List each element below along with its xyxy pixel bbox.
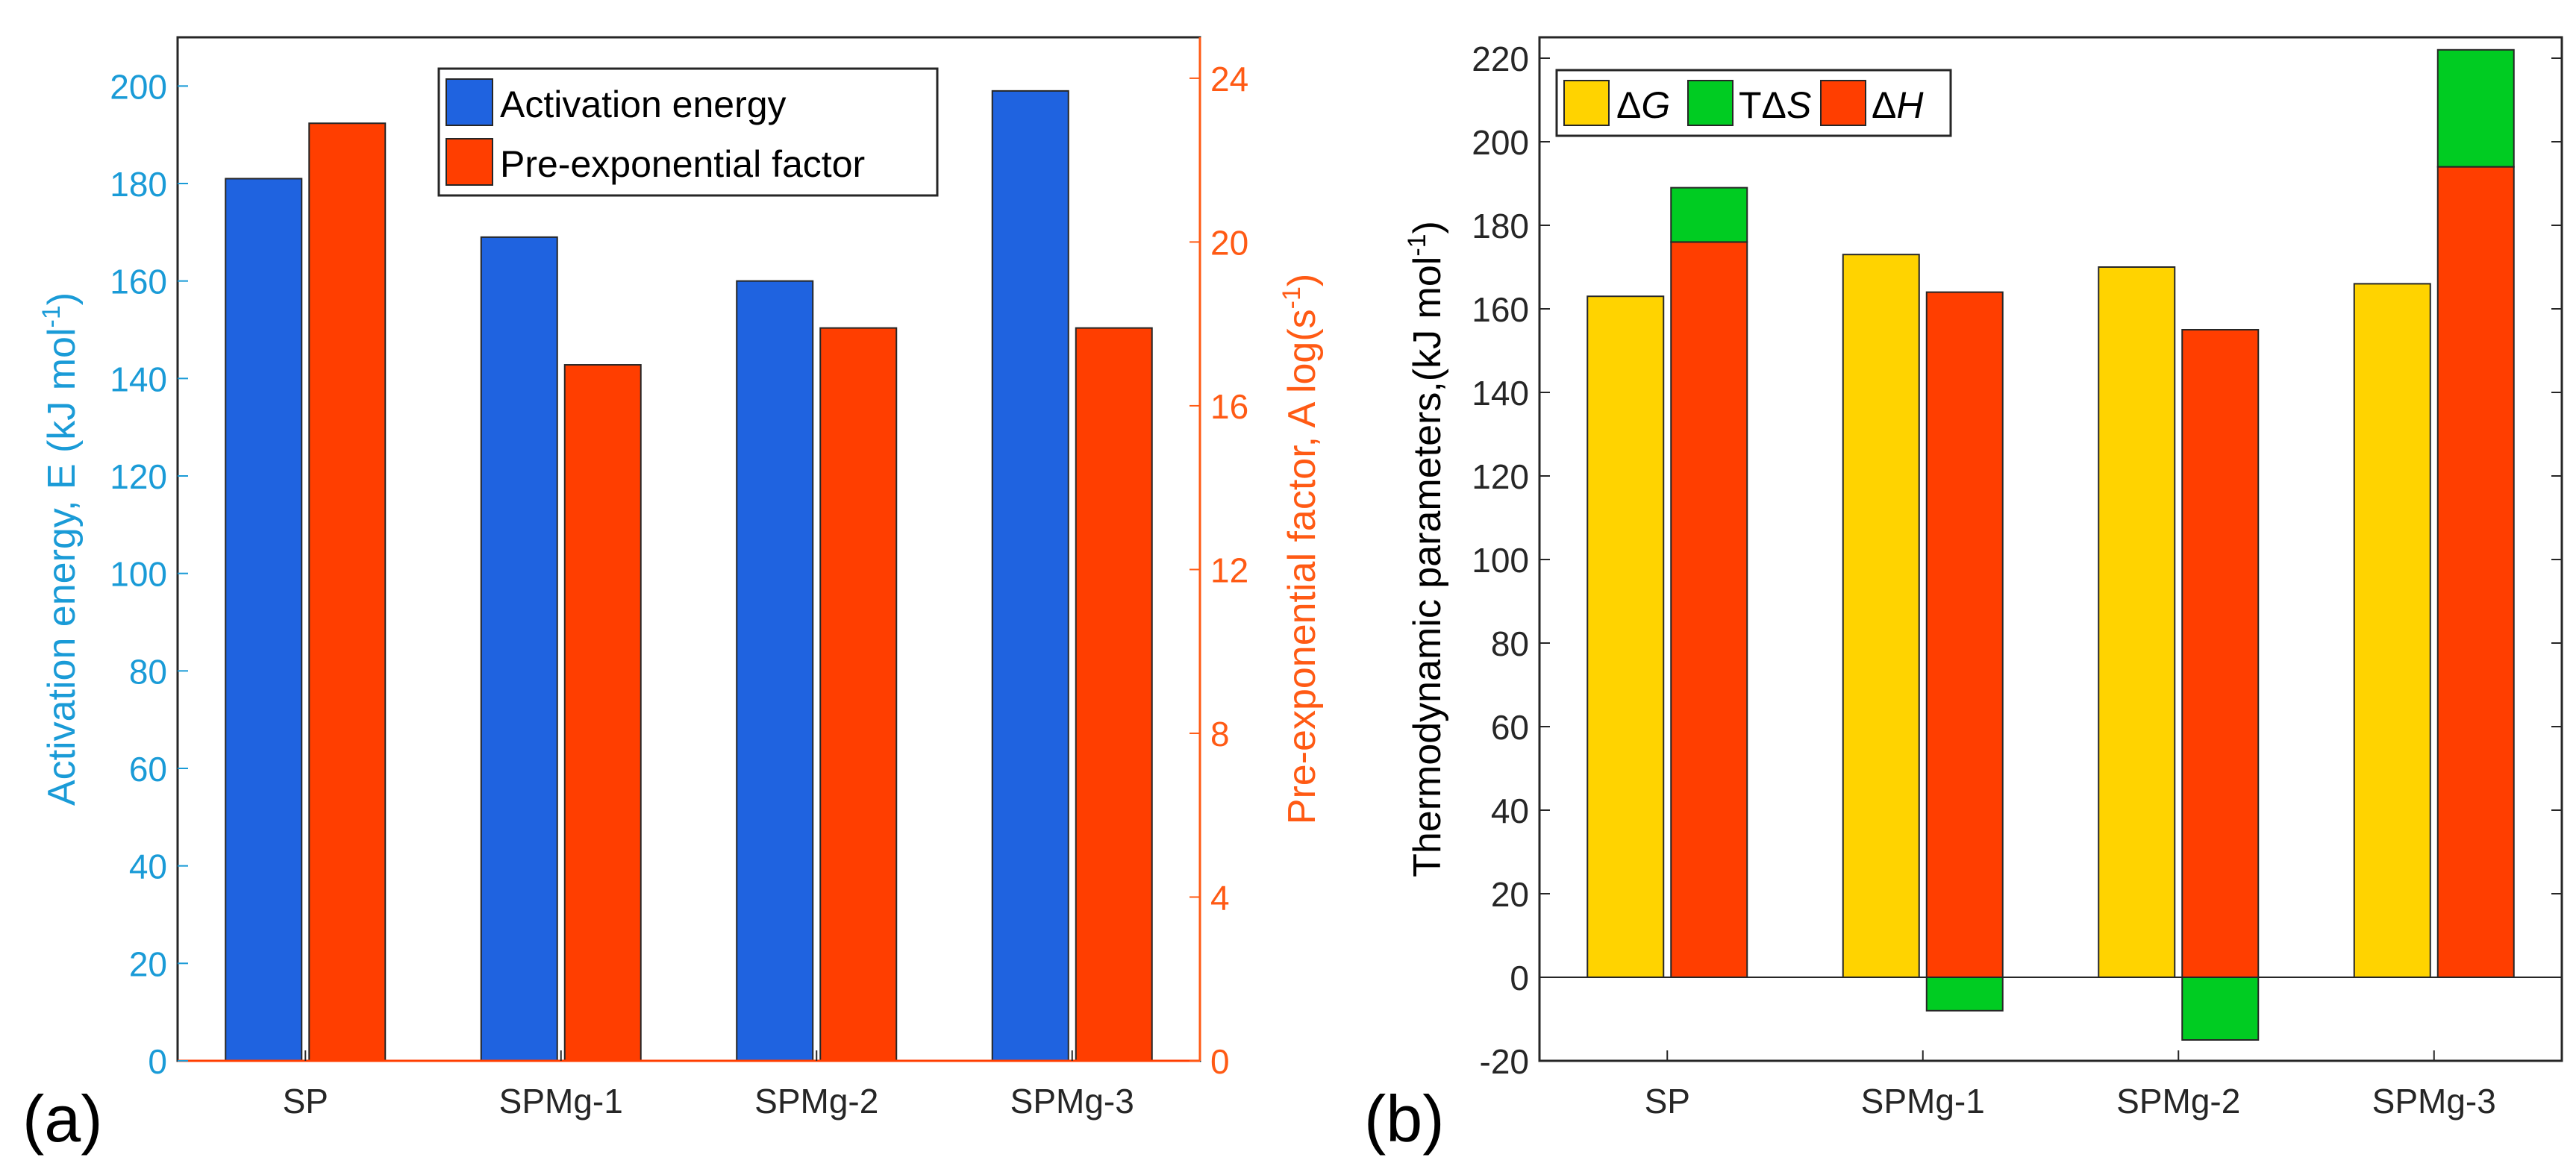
y-tick-label: 0 <box>1510 959 1529 997</box>
legend-swatch-TdS <box>1687 80 1734 126</box>
bar-activation-SPMg-2 <box>736 280 814 1062</box>
panel-a-right-ticks: 0 4 8 12 16 20 24 <box>1189 60 1248 1081</box>
panel-a-left-axis-title: Activation energy, E (kJ mol-1) <box>37 292 84 806</box>
panel-a-legend-box <box>437 67 939 197</box>
panel-b-axes-box <box>1538 36 2563 1062</box>
x-tick-label-SP: SP <box>1645 1082 1690 1121</box>
right-tick-label: 4 <box>1210 878 1230 917</box>
legend-label-activation: Activation energy <box>500 84 787 125</box>
y-tick-label: 200 <box>1472 123 1529 162</box>
bar-TdS-SP <box>1670 187 1748 243</box>
bar-activation-SP <box>225 178 303 1062</box>
panel-b-bars <box>1586 48 2515 1041</box>
bar-dG-SPMg-3 <box>2353 283 2431 978</box>
left-tick-label: 160 <box>110 263 167 301</box>
panel-a-x-ticks: SP SPMg-1 SPMg-2 SPMg-3 <box>283 1050 1134 1121</box>
x-tick-label-SPMg-3: SPMg-3 <box>1010 1082 1134 1121</box>
legend-swatch-dH <box>1820 80 1866 126</box>
panel-b-legend: ΔG TΔS ΔH <box>1555 69 1952 137</box>
x-tick-label-SPMg-1: SPMg-1 <box>1861 1082 1985 1121</box>
bar-activation-SPMg-1 <box>480 236 558 1062</box>
left-tick-label: 180 <box>110 165 167 204</box>
legend-label-dG: ΔG <box>1616 84 1670 126</box>
panel-a-label: (a) <box>22 1082 103 1156</box>
bar-TdS-SPMg-3 <box>2436 48 2515 168</box>
right-tick-label: 20 <box>1210 223 1248 262</box>
right-tick-label: 12 <box>1210 551 1248 589</box>
left-tick-label: 0 <box>148 1042 167 1081</box>
y-tick-label: -20 <box>1480 1042 1529 1081</box>
bar-TdS-SPMg-1 <box>1925 977 2004 1012</box>
left-tick-label: 80 <box>129 652 167 691</box>
right-tick-label: 0 <box>1210 1042 1230 1081</box>
bar-dH-SPMg-1 <box>1925 291 2004 979</box>
y-tick-label: 100 <box>1472 541 1529 580</box>
y-tick-label: 60 <box>1491 708 1529 747</box>
right-tick-label: 24 <box>1210 60 1248 98</box>
bar-dH-SPMg-3 <box>2436 166 2515 979</box>
left-tick-label: 100 <box>110 555 167 594</box>
bar-preexp-SPMg-3 <box>1075 327 1153 1062</box>
x-tick-label-SP: SP <box>283 1082 328 1121</box>
panel-b: -20 0 20 40 60 80 100 120 140 160 180 200 220 SP SPMg… <box>1364 36 2563 1156</box>
left-tick-label: 60 <box>129 750 167 789</box>
bar-dH-SP <box>1670 241 1748 978</box>
legend-swatch-preexp <box>446 138 493 186</box>
bar-dG-SPMg-2 <box>2098 266 2176 978</box>
legend-swatch-dG <box>1563 80 1610 126</box>
legend-swatch-activation <box>446 78 493 126</box>
right-tick-label: 16 <box>1210 387 1248 426</box>
left-tick-label: 140 <box>110 360 167 398</box>
y-tick-label: 80 <box>1491 624 1529 663</box>
panel-a-bars <box>225 90 1153 1062</box>
bar-preexp-SPMg-1 <box>563 364 642 1062</box>
bar-dG-SPMg-1 <box>1842 254 1920 978</box>
panel-a-left-ticks: 0 20 40 60 80 100 120 140 160 180 200 <box>110 67 188 1081</box>
legend-label-dH: ΔH <box>1872 84 1924 126</box>
bar-preexp-SP <box>308 122 387 1062</box>
left-tick-label: 200 <box>110 67 167 106</box>
left-tick-label: 20 <box>129 944 167 983</box>
bar-dH-SPMg-2 <box>2181 329 2260 978</box>
legend-label-preexp: Pre-exponential factor <box>500 143 865 185</box>
y-tick-label: 120 <box>1472 457 1529 496</box>
y-tick-label: 220 <box>1472 40 1529 78</box>
bar-dG-SP <box>1586 295 1665 978</box>
y-tick-label: 20 <box>1491 875 1529 914</box>
panel-a-right-axis-title: Pre-exponential factor, A log(s-1) <box>1278 274 1324 824</box>
left-tick-label: 120 <box>110 457 167 496</box>
y-tick-label: 160 <box>1472 290 1529 329</box>
right-tick-label: 8 <box>1210 715 1230 753</box>
bar-preexp-SPMg-2 <box>819 327 898 1062</box>
bar-TdS-SPMg-2 <box>2181 977 2260 1041</box>
x-tick-label-SPMg-2: SPMg-2 <box>2116 1082 2240 1121</box>
x-tick-label-SPMg-3: SPMg-3 <box>2372 1082 2496 1121</box>
left-tick-label: 40 <box>129 847 167 886</box>
x-tick-label-SPMg-1: SPMg-1 <box>499 1082 623 1121</box>
panel-a-legend: Activation energy Pre-exponential factor <box>437 67 939 197</box>
panel-b-axis-title: Thermodynamic parameters,(kJ mol-1) <box>1403 221 1449 877</box>
panel-b-y-ticks: -20 0 20 40 60 80 100 120 140 160 180 200 220 <box>1472 40 2562 1081</box>
panel-b-label: (b) <box>1364 1082 1445 1156</box>
y-tick-label: 140 <box>1472 374 1529 413</box>
panel-b-legend-box <box>1555 69 1952 137</box>
panel-b-x-ticks: SP SPMg-1 SPMg-2 SPMg-3 <box>1645 1050 2496 1121</box>
y-tick-label: 180 <box>1472 207 1529 245</box>
x-tick-label-SPMg-2: SPMg-2 <box>754 1082 878 1121</box>
y-tick-label: 40 <box>1491 792 1529 830</box>
bar-activation-SPMg-3 <box>991 90 1069 1062</box>
legend-label-TdS: TΔS <box>1739 84 1811 126</box>
